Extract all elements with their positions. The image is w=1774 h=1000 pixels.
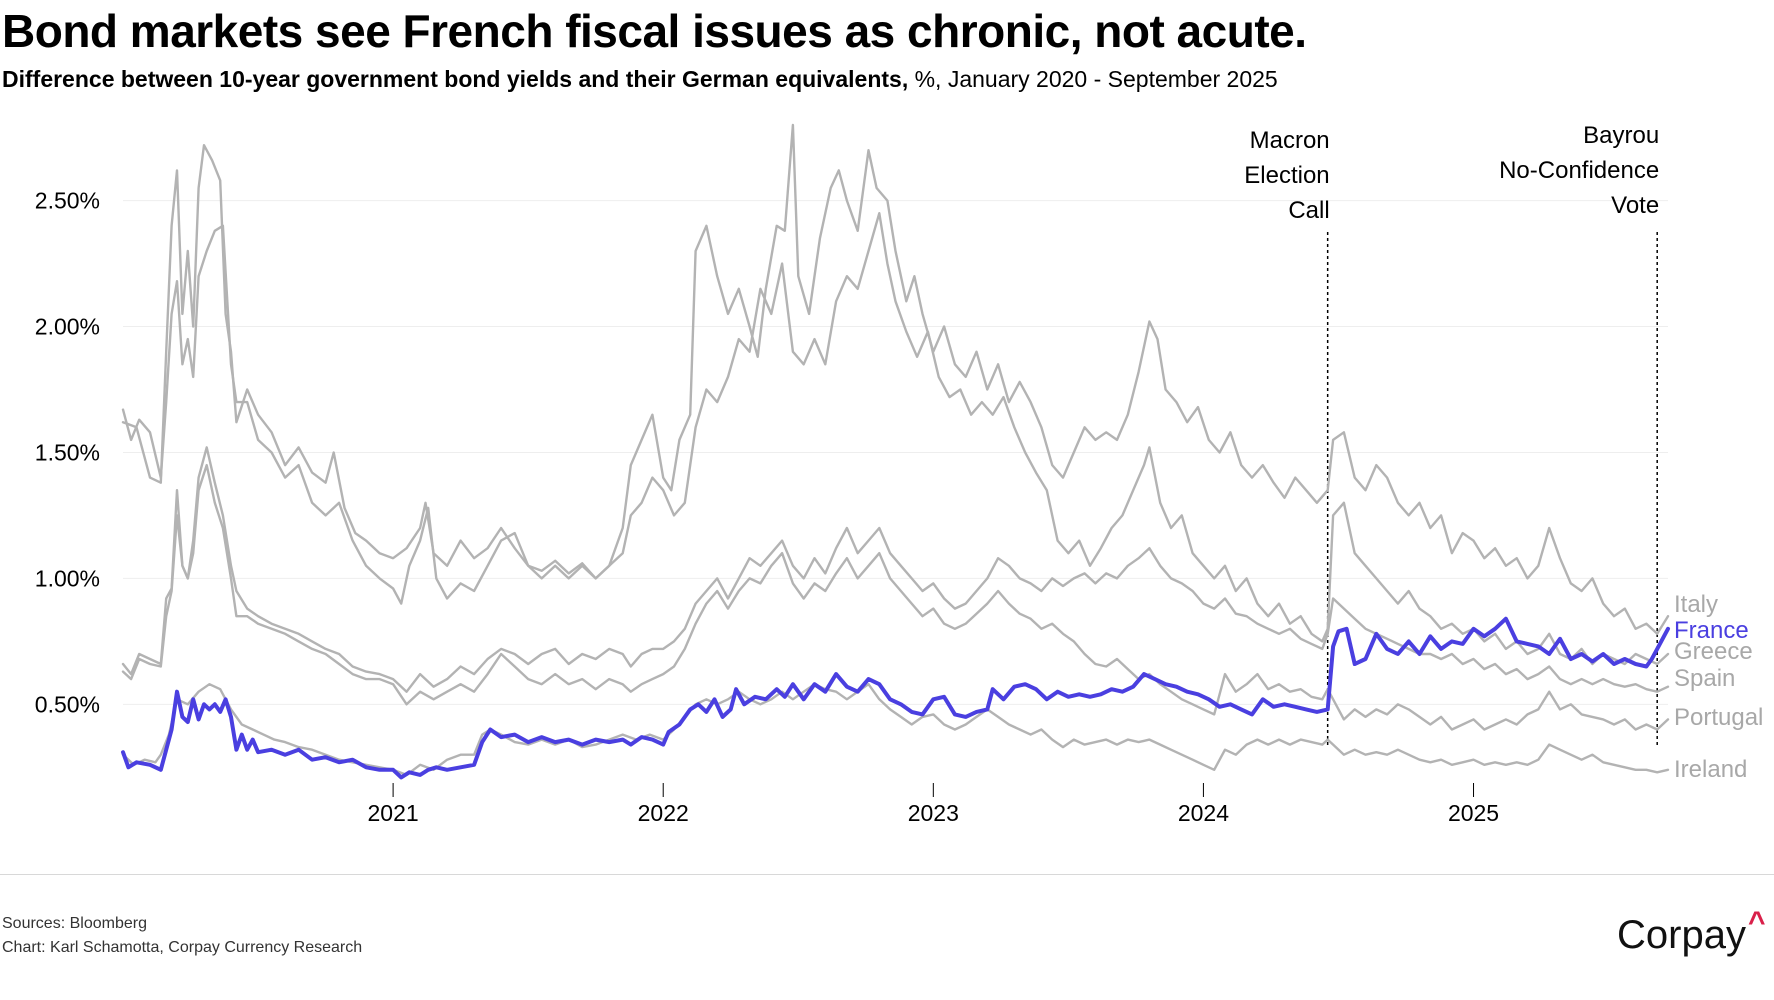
subtitle-units: %, January 2020 - September 2025 [908, 66, 1278, 92]
annotation-label: Macron Election Call [1244, 127, 1329, 224]
line-chart: 0.50% 1.00% 1.50% 2.00% 2.50% 2021 2022 2023 202… [35, 122, 1764, 826]
x-tick-label: 2024 [1178, 800, 1229, 826]
series-label-greece: Greece [1674, 638, 1753, 665]
series-line-spain [121, 446, 1670, 693]
corpay-logo: Corpay^ [1617, 906, 1765, 958]
subtitle-main: Difference between 10-year government bo… [2, 66, 909, 92]
annotation-label: Bayrou No-Confidence Vote [1499, 122, 1659, 219]
y-tick-label: 2.00% [35, 314, 100, 340]
annotation-line-text: Bayrou [1583, 122, 1659, 149]
chart-credit: Chart: Karl Schamotta, Corpay Currency R… [2, 939, 363, 956]
series-label-ireland: Ireland [1674, 756, 1747, 783]
x-tick-label: 2023 [908, 800, 959, 826]
chart-subtitle: Difference between 10-year government bo… [2, 66, 1278, 93]
annotation-line-text: No-Confidence [1499, 157, 1659, 184]
logo-mark: ^ [1747, 906, 1766, 939]
y-tick-label: 2.50% [35, 188, 100, 214]
sources-block: Sources: Bloomberg Chart: Karl Schamotta… [2, 912, 362, 960]
annotation-line-text: Election [1244, 162, 1329, 189]
series-line-greece [121, 212, 1670, 666]
y-tick-label: 1.50% [35, 439, 100, 465]
series-label-france: France [1674, 617, 1749, 644]
series-label-italy: Italy [1674, 591, 1718, 618]
x-tick-label: 2021 [368, 800, 419, 826]
series-line-portugal [121, 463, 1670, 731]
y-tick-label: 1.00% [35, 565, 100, 591]
series-line-ireland [121, 683, 1670, 777]
series-line-italy [121, 123, 1670, 635]
logo-text: Corpay [1617, 913, 1746, 957]
series-line-france [121, 616, 1670, 780]
annotation-line-text: Vote [1611, 192, 1659, 219]
series-label-portugal: Portugal [1674, 704, 1763, 731]
x-tick-label: 2022 [638, 800, 689, 826]
y-tick-label: 0.50% [35, 691, 100, 717]
series-label-spain: Spain [1674, 665, 1735, 692]
sources-text: Sources: Bloomberg [2, 915, 147, 932]
x-tick-label: 2025 [1448, 800, 1499, 826]
footer-divider [0, 874, 1774, 875]
annotation-line-text: Call [1288, 197, 1329, 224]
chart-title: Bond markets see French fiscal issues as… [2, 5, 1307, 57]
annotation-line-text: Macron [1250, 127, 1330, 154]
